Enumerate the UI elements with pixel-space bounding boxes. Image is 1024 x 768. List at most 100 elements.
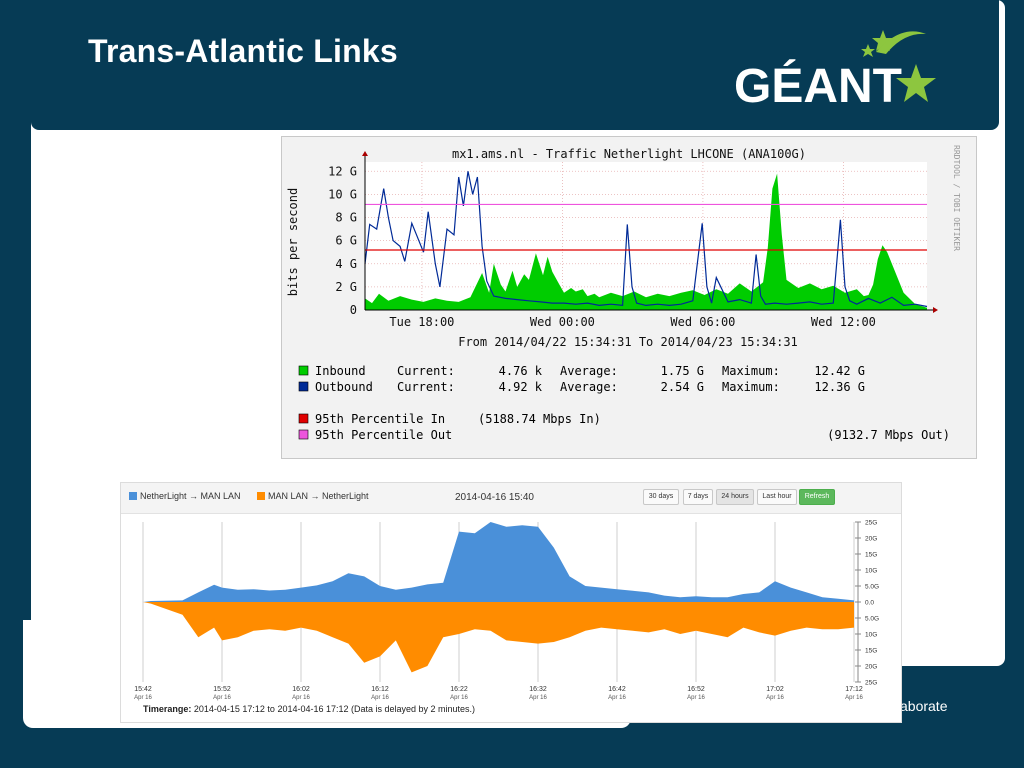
legend-p95-in-value: (5188.74 Mbps In) [478,412,601,426]
button-last-hour[interactable]: Last hour [757,489,797,505]
bw-x-tick-time: 15:42 [134,686,152,693]
timerange-label: Timerange: [143,704,192,714]
legend-label: NetherLight → MAN LAN [140,491,241,501]
chart-toolbar: NetherLight → MAN LAN MAN LAN → NetherLi… [121,483,901,514]
bw-x-tick-time: 16:22 [450,686,468,693]
bw-x-tick-date: Apr 16 [213,695,231,701]
rrd-x-tick-label: Tue 18:00 [389,315,454,329]
button-24-hours[interactable]: 24 hours [716,489,754,505]
rrd-chart-title: mx1.ams.nl - Traffic Netherlight LHCONE … [452,147,806,161]
legend-outbound-current: 4.92 k [499,380,543,394]
geant-logo: GÉANT [726,22,946,119]
bw-x-tick-date: Apr 16 [371,695,389,701]
bw-x-tick-time: 16:42 [608,686,626,693]
legend-maximum-label: Maximum: [722,380,780,394]
timerange-value: 2014-04-15 17:12 to 2014-04-16 17:12 (Da… [193,704,476,714]
slide-title: Trans-Atlantic Links [88,33,398,69]
bw-y-tick-label: 20G [865,536,877,543]
legend-p95-in-name: 95th Percentile In [315,412,445,426]
legend-swatch-blue [129,492,137,500]
bw-x-tick-date: Apr 16 [450,695,468,701]
bw-y-tick-label: 5.0G [865,616,879,623]
traffic-chart-rrd: mx1.ams.nl - Traffic Netherlight LHCONE … [281,136,977,459]
rrd-y-axis-label: bits per second [286,188,300,296]
button-30-days[interactable]: 30 days [643,489,679,505]
rrd-y-tick-label: 10 G [328,187,357,201]
chart-date: 2014-04-16 15:40 [455,492,534,503]
bw-y-tick-label: 25G [865,680,877,687]
bw-series-netherlight-manlan [143,522,854,602]
legend-current-label: Current: [397,380,455,394]
bw-x-tick-time: 16:52 [687,686,705,693]
rrd-x-tick-label: Wed 00:00 [530,315,595,329]
legend-manlan-netherlight[interactable]: MAN LAN → NetherLight [257,491,369,501]
legend-p95-out-value: (9132.7 Mbps Out) [827,428,950,442]
rrd-series-inbound-area [365,173,927,310]
legend-inbound-average: 1.75 G [661,364,704,378]
traffic-chart-netherlight: NetherLight → MAN LAN MAN LAN → NetherLi… [120,482,902,723]
rrd-x-axis-arrow [933,307,938,313]
bw-y-tick-label: 5.0G [865,584,879,591]
legend-inbound-current: 4.76 k [499,364,543,378]
bw-x-tick-time: 17:12 [845,686,863,693]
button-refresh[interactable]: Refresh [799,489,835,505]
footer-text: aborate [900,698,948,714]
bw-x-tick-time: 17:02 [766,686,784,693]
bw-y-tick-label: 15G [865,648,877,655]
legend-p95-out-name: 95th Percentile Out [315,428,452,442]
bw-x-tick-date: Apr 16 [766,695,784,701]
timerange-text: Timerange: 2014-04-15 17:12 to 2014-04-1… [143,704,475,714]
bw-x-tick-time: 16:32 [529,686,547,693]
bw-y-tick-label: 10G [865,568,877,575]
legend-swatch-outbound [298,381,309,392]
logo-star-large [896,64,936,102]
bw-y-tick-label: 15G [865,552,877,559]
bw-x-tick-date: Apr 16 [608,695,626,701]
bw-y-tick-label: 10G [865,632,877,639]
rrd-side-label: RRDTOOL / TOBI OETIKER [952,145,961,251]
rrd-y-tick-label: 2 G [335,280,357,294]
bw-series-manlan-netherlight [143,602,854,673]
legend-outbound-name: Outbound [315,380,373,394]
rrd-x-tick-label: Wed 06:00 [670,315,735,329]
legend-inbound-maximum: 12.42 G [814,364,865,378]
legend-swatch-p95-out [298,429,309,440]
rrd-y-tick-label: 12 G [328,164,357,178]
legend-label: MAN LAN → NetherLight [268,491,369,501]
legend-outbound-average: 2.54 G [661,380,704,394]
rrd-y-tick-label: 8 G [335,211,357,225]
button-7-days[interactable]: 7 days [683,489,713,505]
rrd-series-outbound-line [364,171,928,308]
bw-x-tick-date: Apr 16 [529,695,547,701]
legend-average-label: Average: [560,380,618,394]
legend-inbound-name: Inbound [315,364,366,378]
bw-x-tick-date: Apr 16 [292,695,310,701]
logo-swoosh [876,31,926,54]
legend-outbound-maximum: 12.36 G [814,380,865,394]
bw-y-tick-label: 25G [865,520,877,527]
logo-star-small [861,44,875,57]
slide-header [31,0,999,130]
rrd-y-tick-label: 6 G [335,234,357,248]
bw-y-tick-label: 0.0 [865,600,874,607]
rrd-y-tick-label: 0 [350,303,357,317]
legend-netherlight-manlan[interactable]: NetherLight → MAN LAN [129,491,241,501]
rrd-plot-area [365,162,927,310]
bw-x-tick-date: Apr 16 [845,695,863,701]
bw-x-tick-time: 16:02 [292,686,310,693]
bw-x-tick-time: 15:52 [213,686,231,693]
bw-x-tick-date: Apr 16 [687,695,705,701]
rrd-y-axis-arrow [362,151,368,156]
rrd-time-range: From 2014/04/22 15:34:31 To 2014/04/23 1… [458,335,798,349]
legend-swatch-p95-in [298,413,309,424]
legend-swatch-inbound [298,365,309,376]
legend-maximum-label: Maximum: [722,364,780,378]
rrd-y-tick-label: 4 G [335,257,357,271]
rrd-x-tick-label: Wed 12:00 [811,315,876,329]
bw-y-tick-label: 20G [865,664,877,671]
legend-current-label: Current: [397,364,455,378]
legend-swatch-orange [257,492,265,500]
bw-x-tick-date: Apr 16 [134,695,152,701]
legend-average-label: Average: [560,364,618,378]
bw-x-tick-time: 16:12 [371,686,389,693]
